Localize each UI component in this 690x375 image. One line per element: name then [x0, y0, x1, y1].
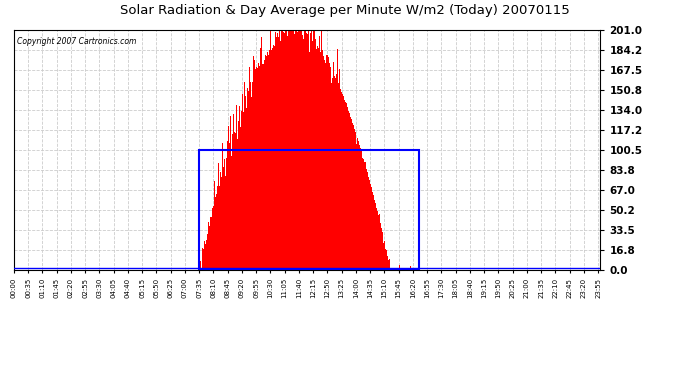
Text: Copyright 2007 Cartronics.com: Copyright 2007 Cartronics.com [17, 37, 136, 46]
Text: Solar Radiation & Day Average per Minute W/m2 (Today) 20070115: Solar Radiation & Day Average per Minute… [120, 4, 570, 17]
Bar [199, 150, 419, 270]
